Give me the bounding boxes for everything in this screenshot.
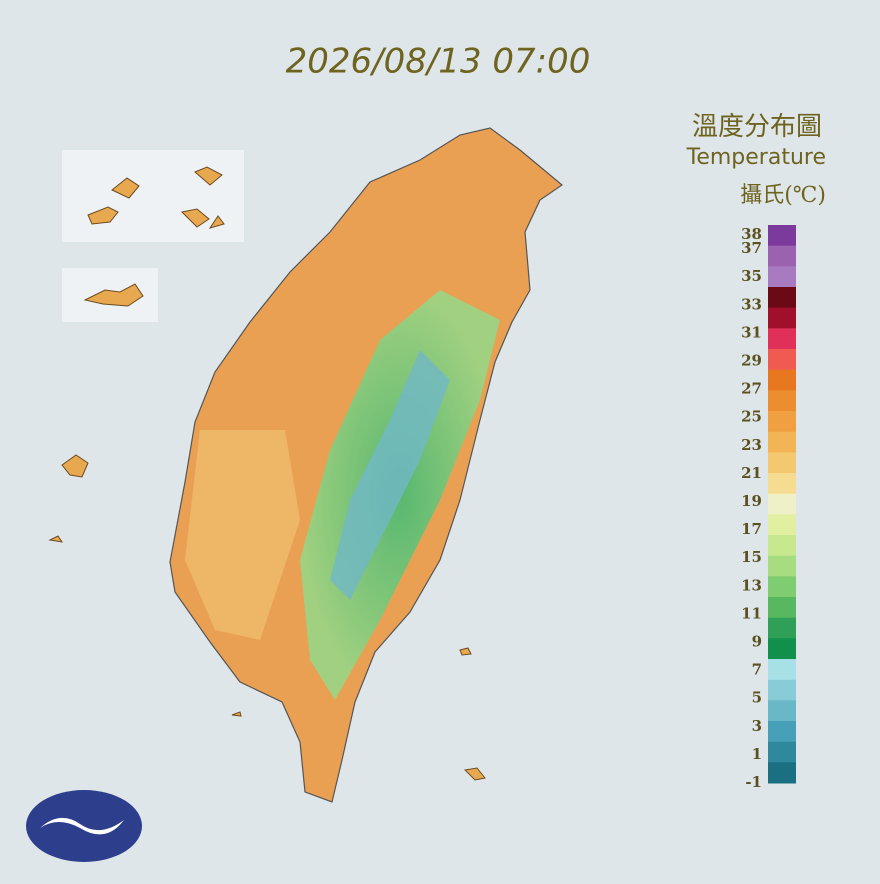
legend-tick-label: 19 bbox=[741, 492, 762, 510]
legend-tick-label: 9 bbox=[752, 632, 762, 650]
legend-color-band bbox=[768, 576, 796, 598]
legend-tick-label: 11 bbox=[741, 604, 762, 622]
legend-color-band bbox=[768, 555, 796, 577]
legend-tick-label: 29 bbox=[741, 351, 762, 369]
legend-color-band bbox=[768, 535, 796, 557]
legend-color-band bbox=[768, 225, 796, 247]
legend-tick-label: 3 bbox=[752, 717, 762, 735]
outlying-island bbox=[83, 166, 225, 307]
legend-tick-label: 37 bbox=[741, 239, 762, 257]
legend-color-band bbox=[768, 349, 796, 371]
legend-color-band bbox=[768, 659, 796, 681]
legend-subtitle: Temperature bbox=[686, 145, 826, 170]
legend-tick-label: -1 bbox=[745, 773, 762, 791]
logo bbox=[26, 790, 142, 862]
legend-color-band bbox=[768, 597, 796, 619]
legend-color-band bbox=[768, 245, 796, 267]
legend-color-band bbox=[768, 679, 796, 701]
legend-color-band bbox=[768, 431, 796, 453]
legend-color-band bbox=[768, 452, 796, 474]
legend-color-band bbox=[768, 328, 796, 350]
legend-tick-label: 31 bbox=[741, 323, 762, 341]
legend: 溫度分布圖 Temperature 攝氏(℃) 3837353331292725… bbox=[686, 112, 826, 791]
legend-color-band bbox=[768, 493, 796, 515]
legend-tick-label: 38 bbox=[741, 225, 762, 243]
legend-tick-label: 13 bbox=[741, 576, 762, 594]
legend-color-band bbox=[768, 638, 796, 660]
legend-color-band bbox=[768, 390, 796, 412]
legend-tick-label: 33 bbox=[741, 295, 762, 313]
plain bbox=[185, 430, 300, 640]
legend-tick-label: 1 bbox=[752, 745, 762, 763]
legend-color-band bbox=[768, 369, 796, 391]
legend-color-band bbox=[768, 741, 796, 763]
high-mountain bbox=[330, 350, 450, 600]
legend-color-band bbox=[768, 762, 796, 784]
legend-tick-label: 27 bbox=[741, 380, 762, 398]
legend-color-band bbox=[768, 700, 796, 722]
inset-box bbox=[62, 150, 244, 242]
legend-unit: 攝氏(℃) bbox=[740, 183, 826, 208]
legend-color-band bbox=[768, 266, 796, 288]
legend-color-band bbox=[768, 721, 796, 743]
legend-color-band bbox=[768, 307, 796, 329]
outlying-island bbox=[48, 454, 486, 781]
logo-mark bbox=[40, 817, 124, 835]
legend-tick-label: 21 bbox=[741, 464, 762, 482]
map-title: 2026/08/13 07:00 bbox=[286, 42, 591, 82]
legend-tick-label: 23 bbox=[741, 436, 762, 454]
legend-tick-label: 5 bbox=[752, 689, 762, 707]
legend-tick-label: 7 bbox=[752, 661, 762, 679]
legend-color-band bbox=[768, 514, 796, 536]
legend-tick-label: 25 bbox=[741, 408, 762, 426]
legend-tick-label: 35 bbox=[741, 267, 762, 285]
legend-color-band bbox=[768, 473, 796, 495]
legend-color-band bbox=[768, 617, 796, 639]
legend-color-band bbox=[768, 287, 796, 309]
legend-tick-label: 15 bbox=[741, 548, 762, 566]
legend-title: 溫度分布圖 bbox=[692, 112, 822, 142]
legend-tick-label: 17 bbox=[741, 520, 762, 538]
legend-color-band bbox=[768, 411, 796, 433]
